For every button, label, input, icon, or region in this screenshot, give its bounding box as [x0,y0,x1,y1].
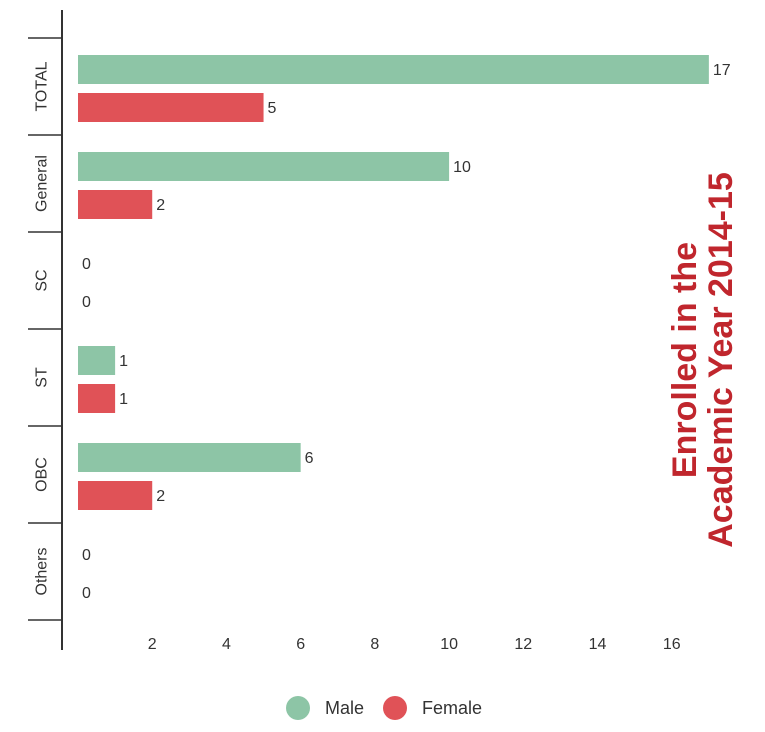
side-title-line: Academic Year 2014-15 [702,172,740,548]
bar-male [78,346,116,375]
data-label-female: 2 [156,197,165,214]
x-tick-label: 16 [663,636,681,653]
data-label-female: 0 [82,585,91,602]
x-axis-ticks: 2 4 6 8 10 12 14 16 [148,636,681,653]
data-label-female: 1 [119,391,128,408]
data-label-female: 2 [156,488,165,505]
legend-label-male: Male [325,698,364,718]
bar-male [78,443,301,472]
bar-male [78,55,709,84]
data-label-male: 6 [305,450,314,467]
x-tick-label: 14 [589,636,607,653]
x-tick-label: 6 [296,636,305,653]
data-label-female: 5 [268,100,277,117]
x-tick-label: 10 [440,636,458,653]
category-label: TOTAL [34,61,51,111]
data-label-male: 1 [119,353,128,370]
bar-female [78,93,264,122]
side-title-line: Enrolled in the [666,242,704,478]
x-tick-label: 4 [222,636,231,653]
bars: 17 5 10 2 0 0 1 1 6 2 0 0 [78,55,731,602]
category-label: SC [34,269,51,291]
legend-label-female: Female [422,698,482,718]
legend-swatch-female [383,696,407,720]
category-label: Others [34,547,51,595]
data-label-male: 17 [713,62,731,79]
category-label: General [34,155,51,212]
bar-female [78,190,153,219]
bar-male [78,152,450,181]
legend-swatch-male [286,696,310,720]
category-label: OBC [34,457,51,492]
data-label-male: 0 [82,256,91,273]
x-tick-label: 2 [148,636,157,653]
data-label-female: 0 [82,294,91,311]
x-tick-label: 8 [370,636,379,653]
data-label-male: 0 [82,547,91,564]
bar-female [78,384,116,413]
x-tick-label: 12 [514,636,532,653]
y-axis: TOTAL General SC ST OBC Others [28,10,63,650]
data-label-male: 10 [453,159,471,176]
legend: Male Female [286,696,482,720]
bar-female [78,481,153,510]
category-label: ST [34,367,51,388]
